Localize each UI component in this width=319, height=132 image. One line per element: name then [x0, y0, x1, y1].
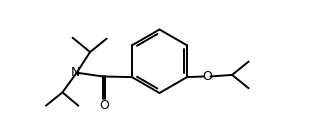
Text: N: N [70, 65, 80, 79]
Text: O: O [99, 99, 109, 112]
Text: O: O [202, 70, 211, 83]
